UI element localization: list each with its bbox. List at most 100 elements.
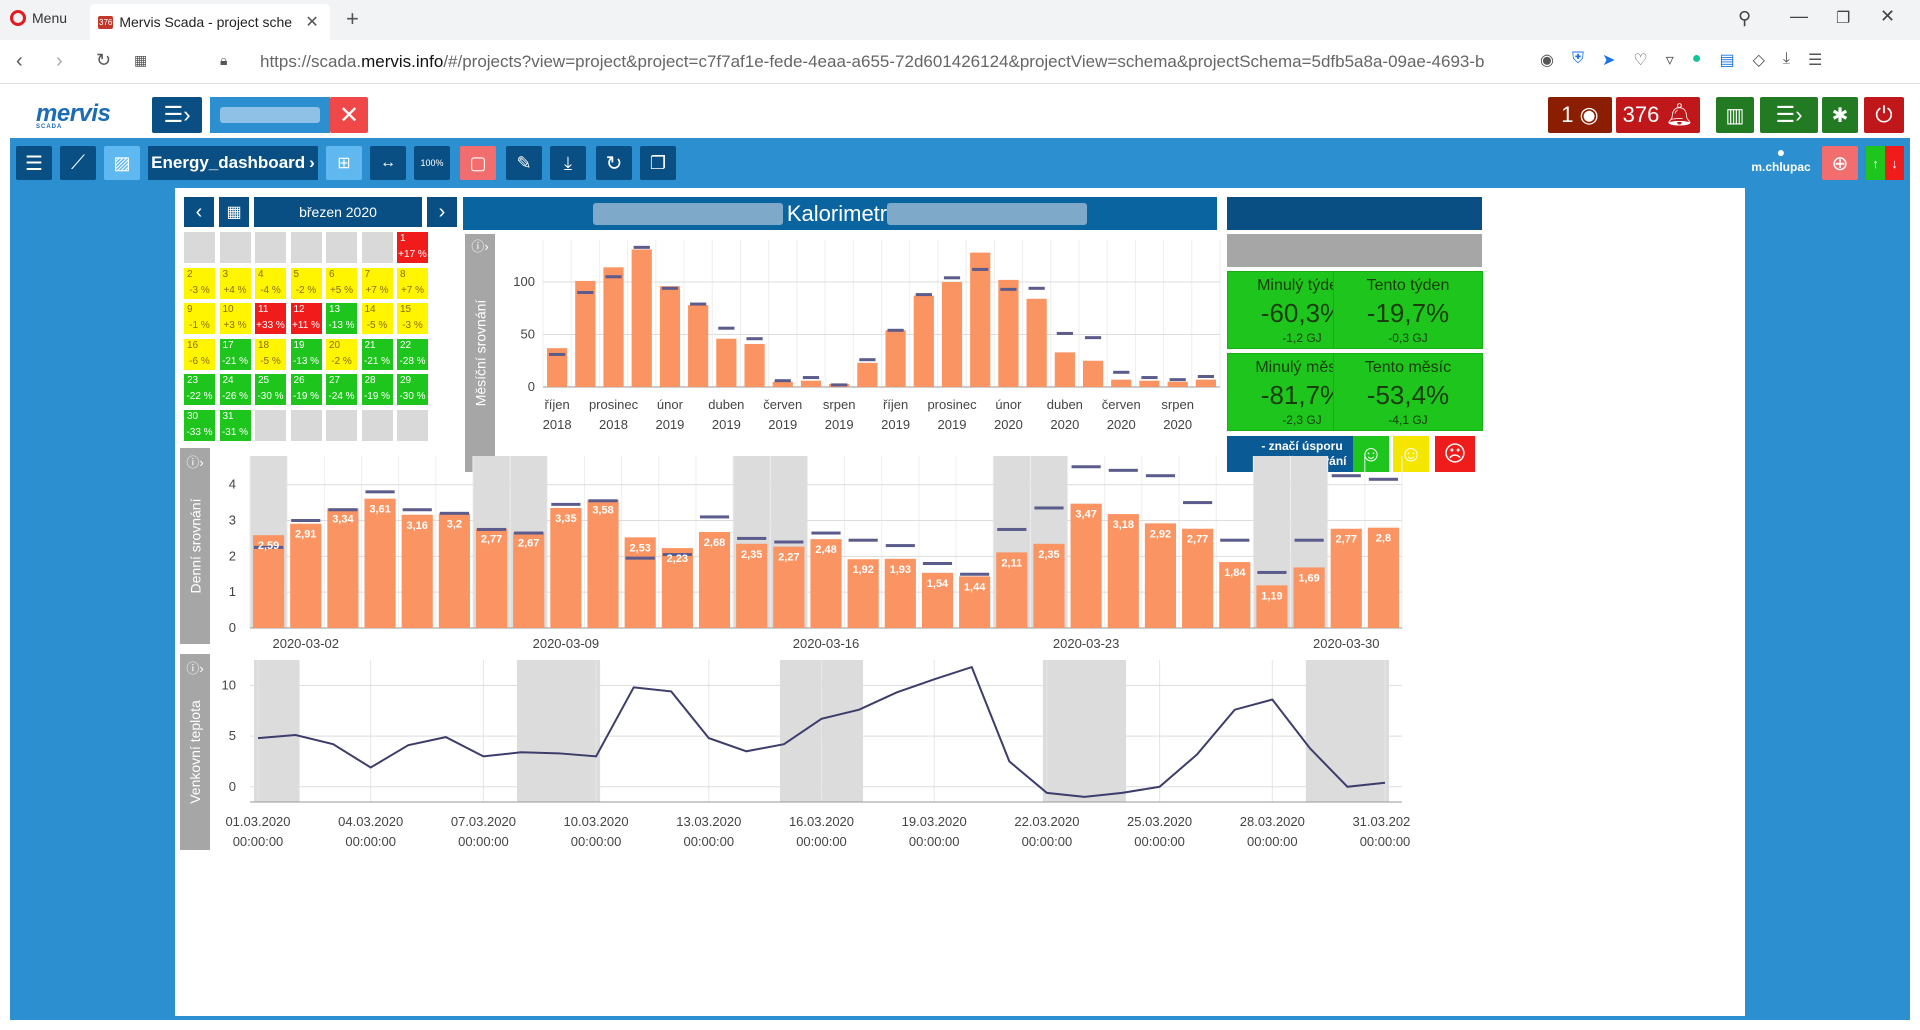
smile-green-icon[interactable]: ☺ bbox=[1353, 436, 1389, 472]
url-field[interactable]: https://scada.mervis.info/#/projects?vie… bbox=[260, 52, 1484, 72]
kpi-value: -60,3% bbox=[1260, 298, 1344, 328]
calendar-day-3[interactable]: 3 +4 % bbox=[219, 267, 251, 299]
browser-menu-button[interactable]: Menu bbox=[10, 10, 67, 26]
tab-close-icon[interactable]: ✕ bbox=[305, 14, 319, 31]
pocket-icon[interactable]: ▿ bbox=[1665, 52, 1674, 69]
calendar-icon[interactable]: ▦ bbox=[219, 197, 249, 227]
chart-view-button[interactable]: ⟋ bbox=[60, 146, 96, 180]
bar bbox=[716, 338, 737, 387]
calendar-month[interactable]: březen 2020 bbox=[254, 197, 422, 227]
calendar-day-23[interactable]: 23 -22 % bbox=[184, 374, 215, 405]
calendar-next-button[interactable]: › bbox=[427, 197, 457, 227]
calendar-day-9[interactable]: 9 -1 % bbox=[184, 303, 215, 334]
calendar-day-22[interactable]: 22 -28 % bbox=[397, 338, 428, 370]
cube-icon[interactable]: ◇ bbox=[1752, 52, 1765, 69]
table-view-button[interactable]: ☰ bbox=[16, 146, 52, 180]
calendar-day-21[interactable]: 21 -21 % bbox=[361, 338, 393, 370]
grammarly-icon[interactable]: ● bbox=[1691, 50, 1702, 67]
calendar-day-17[interactable]: 17 -21 % bbox=[219, 338, 251, 370]
calendar-day-2[interactable]: 2 -3 % bbox=[184, 267, 215, 299]
calendar-day-5[interactable]: 5 -2 % bbox=[290, 267, 322, 299]
event-counter[interactable]: 376 🔔︎ bbox=[1616, 97, 1700, 133]
day-number: 10 bbox=[222, 304, 234, 315]
restore-icon[interactable]: ❐ bbox=[1836, 10, 1851, 27]
calendar-day-14[interactable]: 14 -5 % bbox=[361, 303, 393, 334]
zoom-100-button[interactable]: 100% bbox=[414, 146, 450, 180]
window-close-icon[interactable]: ✕ bbox=[1880, 6, 1896, 26]
browser-tab[interactable]: 376 Mervis Scada - project sche ✕ bbox=[90, 4, 330, 40]
windows-button[interactable]: ❐ bbox=[640, 146, 676, 180]
calendar-day-10[interactable]: 10 +3 % bbox=[219, 303, 251, 334]
list-menu-button[interactable]: ☰› bbox=[1760, 97, 1818, 133]
shield-icon[interactable]: ⛨ bbox=[1571, 50, 1584, 67]
calendar-day-7[interactable]: 7 +7 % bbox=[361, 267, 393, 299]
alarm-counter[interactable]: 1 ◉ bbox=[1548, 97, 1612, 133]
reload-icon[interactable]: ↻ bbox=[96, 50, 112, 70]
calendar-day-18[interactable]: 18 -5 % bbox=[255, 338, 286, 370]
calendar-day-11[interactable]: 11 +33 % bbox=[255, 303, 286, 334]
download-icon[interactable]: ⤓ bbox=[1782, 50, 1790, 67]
browser-search-icon[interactable]: ⚲ bbox=[1738, 8, 1752, 28]
refresh-button[interactable]: ↻ bbox=[596, 146, 632, 180]
bar-value-label: 2,8 bbox=[1376, 533, 1391, 545]
calendar-day-6[interactable]: 6 +5 % bbox=[326, 267, 357, 299]
send-icon[interactable]: ➤ bbox=[1601, 52, 1616, 69]
calendar-day-26[interactable]: 26 -19 % bbox=[290, 374, 322, 405]
calendar-day-16[interactable]: 16 -6 % bbox=[184, 338, 215, 370]
fit-screen-button[interactable]: ⊞ bbox=[326, 146, 362, 180]
calendar-day-25[interactable]: 25 -30 % bbox=[255, 374, 286, 405]
camera-icon[interactable]: ◉ bbox=[1540, 52, 1554, 69]
bug-button[interactable]: ✱ bbox=[1822, 97, 1858, 133]
fit-width-button[interactable]: ↔ bbox=[370, 146, 406, 180]
calendar-day-4[interactable]: 4 -4 % bbox=[255, 267, 286, 299]
more-icon[interactable]: ☰ bbox=[1807, 52, 1823, 69]
smile-yellow-icon[interactable]: ☺ bbox=[1393, 436, 1429, 472]
zoom-button[interactable]: ⊕ bbox=[1822, 146, 1858, 180]
day-percent: +5 % bbox=[329, 284, 354, 296]
calendar-day-24[interactable]: 24 -26 % bbox=[219, 374, 251, 405]
temp-info-icon[interactable]: ⓘ› bbox=[186, 661, 204, 676]
bar bbox=[913, 295, 934, 387]
power-button[interactable]: ⏻ bbox=[1864, 97, 1904, 133]
calendar-empty-cell bbox=[255, 232, 286, 263]
minimize-icon[interactable]: — bbox=[1790, 6, 1808, 26]
comparison-marker bbox=[661, 286, 679, 290]
calendar-day-12[interactable]: 12 +11 % bbox=[290, 303, 322, 334]
image-view-button[interactable]: ▨ bbox=[104, 146, 140, 180]
sort-button[interactable]: ↑ ↓ bbox=[1866, 146, 1904, 180]
calendar-day-28[interactable]: 28 -19 % bbox=[361, 374, 393, 405]
map-button[interactable]: ▥ bbox=[1716, 97, 1754, 133]
calendar-day-1[interactable]: 1 +17 % bbox=[397, 232, 428, 263]
new-tab-icon[interactable]: + bbox=[346, 6, 359, 31]
main-menu-button[interactable]: ☰› bbox=[152, 97, 202, 133]
back-icon[interactable]: ‹ bbox=[16, 50, 23, 72]
kpi-sub: -2,3 GJ bbox=[1282, 413, 1322, 427]
monthly-info-icon[interactable]: ⓘ› bbox=[471, 239, 489, 254]
calendar-day-8[interactable]: 8 +7 % bbox=[397, 267, 428, 299]
search-box-blurred[interactable] bbox=[210, 97, 330, 133]
calendar-prev-button[interactable]: ‹ bbox=[184, 197, 214, 227]
heart-icon[interactable]: ♡ bbox=[1633, 52, 1648, 69]
frown-red-icon[interactable]: ☹ bbox=[1435, 436, 1475, 472]
calendar-day-31[interactable]: 31 -31 % bbox=[219, 409, 251, 441]
x-tick-label: červen bbox=[1102, 397, 1141, 412]
calendar-day-19[interactable]: 19 -13 % bbox=[290, 338, 322, 370]
calendar-day-20[interactable]: 20 -2 % bbox=[326, 338, 357, 370]
calendar-day-30[interactable]: 30 -33 % bbox=[184, 409, 215, 441]
user-profile[interactable]: ● m.chlupac bbox=[1746, 144, 1816, 174]
forward-icon[interactable]: › bbox=[56, 50, 63, 72]
calendar-day-29[interactable]: 29 -30 % bbox=[397, 374, 428, 405]
calendar-day-13[interactable]: 13 -13 % bbox=[326, 303, 357, 334]
daily-info-icon[interactable]: ⓘ› bbox=[186, 455, 204, 470]
bar bbox=[773, 546, 805, 628]
x-tick-label: 28.03.2020 bbox=[1240, 814, 1305, 829]
close-button[interactable]: ✕ bbox=[330, 97, 368, 133]
calendar-day-15[interactable]: 15 -3 % bbox=[397, 303, 428, 334]
frame-button[interactable]: ▢ bbox=[460, 146, 496, 180]
speed-dial-icon[interactable]: ▦ bbox=[134, 52, 148, 68]
breadcrumb[interactable]: Energy_dashboard › bbox=[148, 146, 318, 180]
calendar-day-27[interactable]: 27 -24 % bbox=[326, 374, 357, 405]
download-button[interactable]: ⤓ bbox=[550, 146, 586, 180]
sidebar-icon[interactable]: ▤ bbox=[1719, 52, 1735, 69]
edit-button[interactable]: ✎ bbox=[506, 146, 542, 180]
